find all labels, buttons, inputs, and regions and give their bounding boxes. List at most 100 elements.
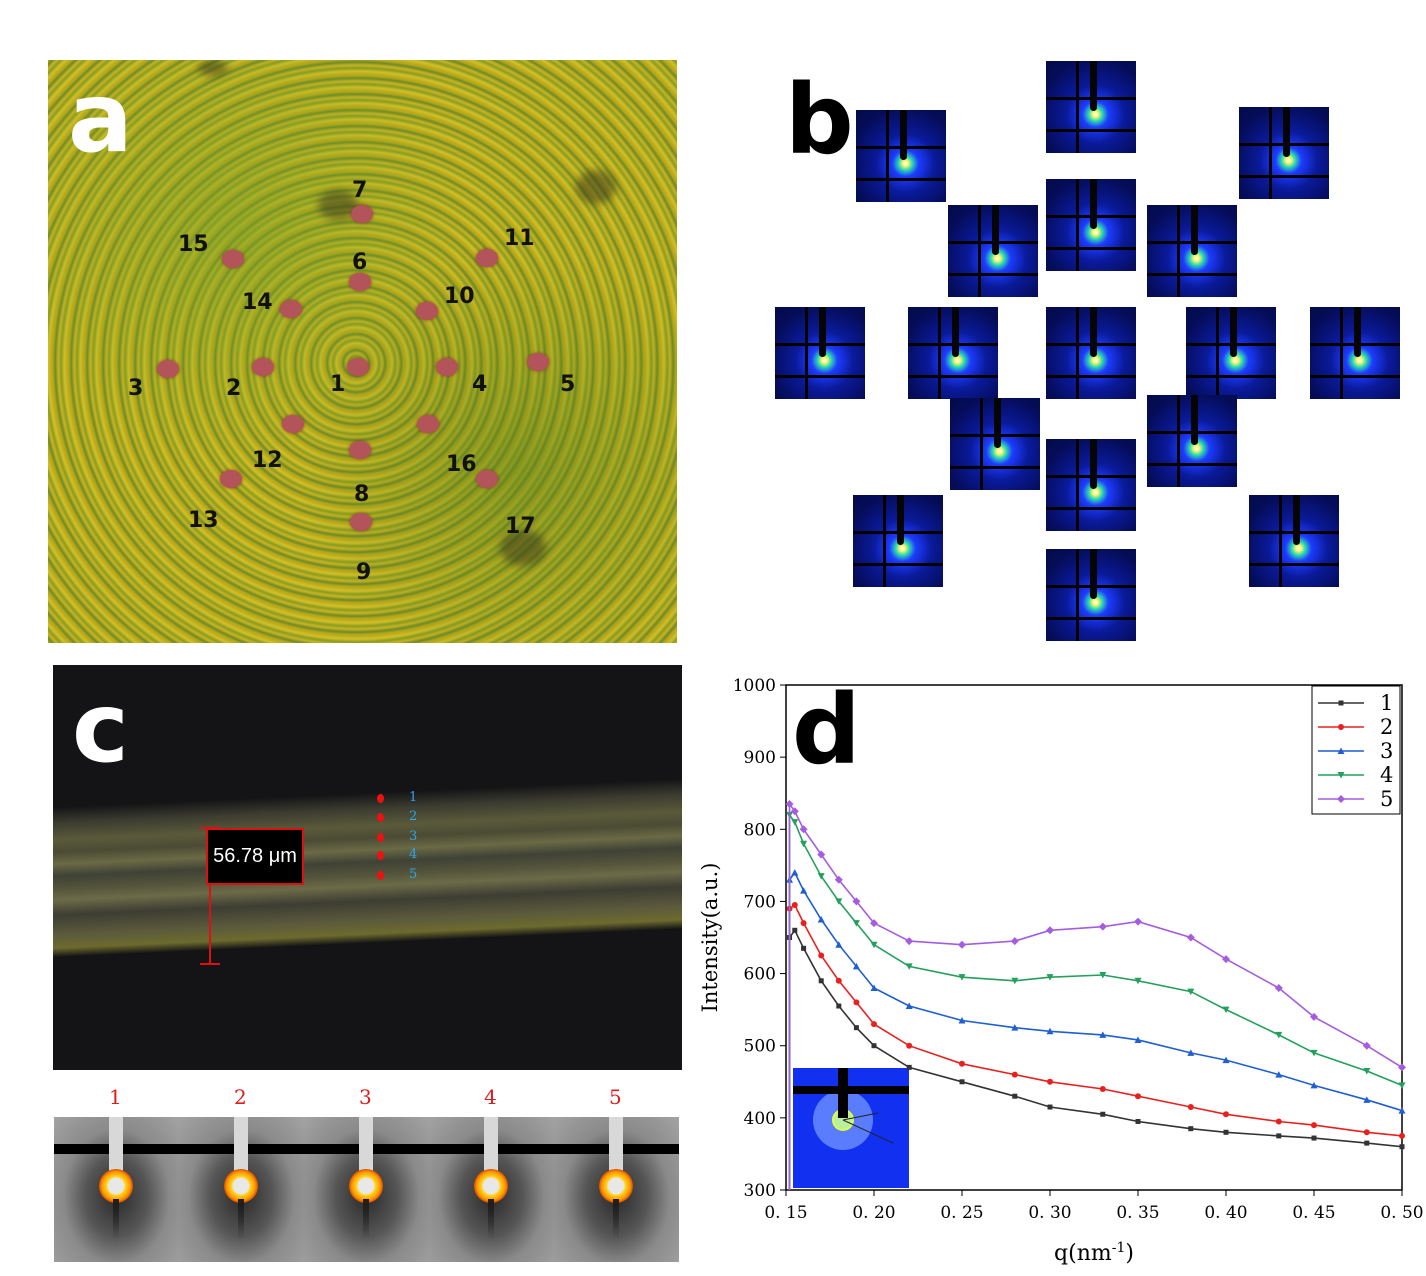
inset-beamstop-stem	[838, 1068, 848, 1118]
measurement-spot-label: 11	[504, 226, 535, 251]
data-point	[852, 962, 860, 970]
pattern-label: 5	[609, 1085, 622, 1109]
data-point	[1047, 1104, 1053, 1110]
y-tick-label: 700	[744, 892, 776, 912]
data-point	[1135, 1118, 1141, 1124]
data-point	[1098, 922, 1107, 931]
dark-spot	[500, 530, 546, 566]
data-point	[1398, 1082, 1406, 1089]
saxs-pattern-thumbnail	[1147, 205, 1237, 297]
data-point	[790, 807, 799, 816]
measurement-spot	[280, 300, 302, 318]
x-tick-label: 0. 45	[1292, 1203, 1335, 1223]
saxs-pattern-thumbnail	[1239, 107, 1329, 199]
data-point	[906, 1064, 912, 1070]
legend-box	[1311, 685, 1401, 815]
data-point	[959, 1079, 965, 1085]
measurement-spot	[282, 415, 304, 433]
data-point	[1337, 795, 1345, 803]
saxs-pattern-thumbnail	[950, 398, 1040, 490]
data-point	[853, 999, 860, 1006]
fiber-point-label: 2	[409, 809, 418, 824]
data-point	[799, 825, 808, 834]
panel-label-b: b	[785, 64, 854, 176]
data-point	[1275, 1071, 1283, 1078]
data-point	[1363, 1067, 1371, 1075]
data-point	[1187, 988, 1195, 996]
data-point	[852, 920, 860, 927]
x-tick-label: 0. 40	[1204, 1203, 1247, 1223]
data-point	[1223, 1129, 1229, 1135]
measurement-spot	[436, 358, 458, 376]
data-point	[835, 977, 842, 984]
saxs-pattern	[554, 1117, 679, 1262]
legend-label: 5	[1380, 787, 1393, 811]
measurement-spot	[417, 415, 439, 433]
measurement-spot-label: 2	[226, 376, 242, 401]
data-point	[1276, 1133, 1282, 1139]
saxs-pattern-thumbnail	[1186, 307, 1276, 399]
data-point	[1186, 933, 1195, 942]
data-point	[1362, 1041, 1371, 1050]
data-point	[800, 920, 807, 927]
pattern-label: 3	[359, 1085, 372, 1109]
data-point	[836, 1003, 842, 1009]
data-point	[958, 1016, 966, 1024]
fiber-point	[377, 813, 384, 822]
measurement-spot	[220, 470, 242, 488]
data-point	[834, 875, 843, 884]
fiber-point-label: 4	[409, 847, 418, 862]
saxs-pattern-thumbnail	[775, 307, 865, 399]
data-point	[1222, 1056, 1230, 1064]
data-point	[1047, 1078, 1053, 1085]
y-tick-label: 800	[744, 820, 776, 840]
data-point	[1275, 1118, 1282, 1125]
pattern-label: 4	[484, 1085, 497, 1109]
measurement-spot-label: 5	[560, 372, 576, 397]
data-point	[959, 1060, 965, 1067]
series-line	[788, 903, 1403, 1190]
panel-d-intensity-chart: 0. 15 0. 20 0. 25 0. 30 0. 35 0. 40 0. 45 0. 50…	[690, 672, 1426, 1272]
panel-a-optical-image: 1 2 3 4 5 6 7 8 9 10 11 12 13 14 15 16 17	[48, 60, 677, 643]
data-point	[1135, 1093, 1141, 1100]
data-point	[1188, 1126, 1194, 1132]
measurement-spot	[347, 358, 369, 376]
dark-spot	[198, 60, 228, 76]
measurement-spot	[252, 358, 274, 376]
y-tick-label: 500	[744, 1037, 776, 1057]
data-point	[853, 1025, 859, 1031]
data-point	[871, 1021, 877, 1028]
fiber-point-label: 5	[409, 867, 418, 882]
data-point	[818, 952, 825, 959]
data-point	[1310, 1012, 1318, 1021]
y-tick-label: 300	[744, 1181, 776, 1201]
fiber-point	[377, 833, 384, 842]
measurement-spot-label: 9	[356, 560, 372, 585]
data-point	[1337, 772, 1345, 779]
measurement-spot-label: 4	[472, 372, 488, 397]
measurement-spot	[527, 353, 549, 371]
data-point	[1134, 977, 1142, 985]
data-point	[1363, 1129, 1370, 1136]
data-point	[1012, 1093, 1018, 1099]
series-line	[788, 801, 1403, 1190]
measurement-spot-label: 10	[444, 284, 475, 309]
y-tick-label: 400	[744, 1109, 776, 1129]
panel-label-a: a	[68, 62, 133, 174]
data-point	[1275, 1031, 1283, 1039]
measurement-spot	[416, 302, 438, 320]
series-line	[788, 928, 1403, 1190]
data-point	[817, 915, 825, 923]
data-point	[1398, 1107, 1406, 1114]
data-point	[800, 887, 808, 894]
measurement-spot-label: 17	[505, 514, 536, 539]
measurement-spot-label: 12	[252, 448, 283, 473]
saxs-pattern-thumbnail	[1046, 61, 1136, 153]
data-point	[905, 937, 914, 946]
panel-c-saxs-strip: 1 2 3 4 5	[53, 1085, 682, 1262]
data-point	[1310, 1049, 1318, 1057]
panel-b-saxs-grid	[770, 55, 1410, 650]
x-tick-label: 0. 50	[1380, 1203, 1423, 1223]
measurement-spot-label: 7	[352, 178, 368, 203]
data-point	[958, 940, 966, 949]
